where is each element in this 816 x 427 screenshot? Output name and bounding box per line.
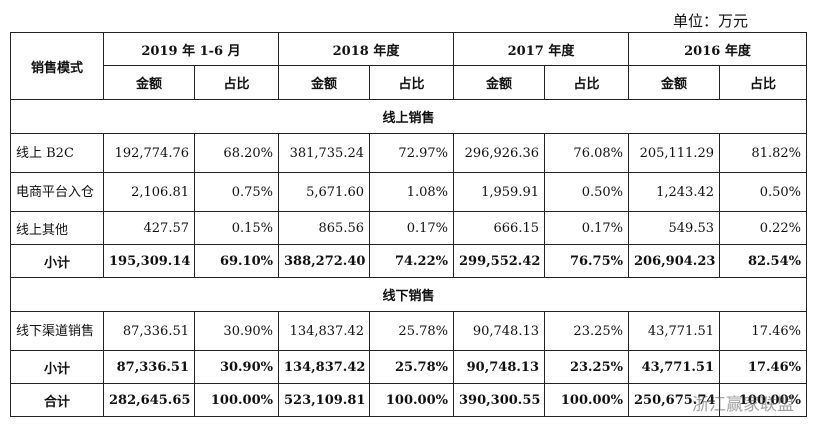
row-label: 电商平台入仓 xyxy=(10,172,104,212)
ratio-cell: 72.97% xyxy=(369,133,454,173)
total-amount: 282,645.65 xyxy=(103,383,195,417)
amount-cell: 192,774.76 xyxy=(103,133,195,173)
ratio-cell: 23.25% xyxy=(544,311,629,351)
section-title: 线上销售 xyxy=(10,99,807,134)
header-ratio: 占比 xyxy=(544,65,629,100)
ratio-cell: 68.20% xyxy=(194,133,279,173)
subtotal-amount: 299,552.42 xyxy=(453,244,545,278)
header-period-2016: 2016 年度 xyxy=(628,32,807,66)
amount-cell: 427.57 xyxy=(103,211,195,245)
header-period-2019h1: 2019 年 1-6 月 xyxy=(103,32,279,66)
unit-label: 单位：万元 xyxy=(672,12,748,30)
amount-cell: 381,735.24 xyxy=(278,133,370,173)
header-ratio: 占比 xyxy=(369,65,454,100)
watermark-text: 浙江赢家联盟 xyxy=(692,395,794,415)
header-amount: 金额 xyxy=(103,65,195,100)
subtotal-ratio: 74.22% xyxy=(369,244,454,278)
total-label: 合计 xyxy=(10,383,104,417)
ratio-cell: 17.46% xyxy=(719,311,807,351)
table-row: 线上其他 427.57 0.15% 865.56 0.17% 666.15 0.17% 549… xyxy=(10,211,807,245)
header-period-2018: 2018 年度 xyxy=(278,32,454,66)
total-amount: 390,300.55 xyxy=(453,383,545,417)
total-ratio: 100.00% xyxy=(544,383,629,417)
table-row: 线下渠道销售 87,336.51 30.90% 134,837.42 25.78% 90,… xyxy=(10,311,807,351)
subtotal-amount: 206,904.23 xyxy=(628,244,720,278)
table-row: 电商平台入仓 2,106.81 0.75% 5,671.60 1.08% 1,959.91… xyxy=(10,172,807,212)
total-amount: 250,675.74 xyxy=(628,383,720,417)
header-ratio: 占比 xyxy=(194,65,279,100)
ratio-cell: 0.75% xyxy=(194,172,279,212)
header-mode: 销售模式 xyxy=(10,32,104,100)
section-header-row: 线上销售 xyxy=(10,99,807,134)
subtotal-amount: 90,748.13 xyxy=(453,350,545,384)
amount-cell: 296,926.36 xyxy=(453,133,545,173)
amount-cell: 87,336.51 xyxy=(103,311,195,351)
table-row: 线上 B2C 192,774.76 68.20% 381,735.24 72.97% 29… xyxy=(10,133,807,173)
subtotal-ratio: 25.78% xyxy=(369,350,454,384)
ratio-cell: 30.90% xyxy=(194,311,279,351)
amount-cell: 43,771.51 xyxy=(628,311,720,351)
total-amount: 523,109.81 xyxy=(278,383,370,417)
ratio-cell: 0.22% xyxy=(719,211,807,245)
amount-cell: 134,837.42 xyxy=(278,311,370,351)
header-ratio: 占比 xyxy=(719,65,807,100)
amount-cell: 5,671.60 xyxy=(278,172,370,212)
ratio-cell: 76.08% xyxy=(544,133,629,173)
subtotal-amount: 134,837.42 xyxy=(278,350,370,384)
ratio-cell: 0.17% xyxy=(544,211,629,245)
subtotal-label: 小计 xyxy=(10,350,104,384)
amount-cell: 90,748.13 xyxy=(453,311,545,351)
subtotal-label: 小计 xyxy=(10,244,104,278)
subtotal-ratio: 82.54% xyxy=(719,244,807,278)
header-amount: 金额 xyxy=(453,65,545,100)
total-ratio: 100.00% xyxy=(369,383,454,417)
total-ratio: 100.00% xyxy=(194,383,279,417)
subtotal-ratio: 23.25% xyxy=(544,350,629,384)
ratio-cell: 0.50% xyxy=(719,172,807,212)
subtotal-row: 小计 195,309.14 69.10% 388,272.40 74.22% 299,55… xyxy=(10,244,807,278)
amount-cell: 865.56 xyxy=(278,211,370,245)
section-header-row: 线下销售 xyxy=(10,277,807,312)
amount-cell: 1,243.42 xyxy=(628,172,720,212)
total-ratio: 100.00% xyxy=(719,383,807,417)
row-label: 线上其他 xyxy=(10,211,104,245)
subtotal-ratio: 76.75% xyxy=(544,244,629,278)
row-label: 线下渠道销售 xyxy=(10,311,104,351)
amount-cell: 205,111.29 xyxy=(628,133,720,173)
ratio-cell: 0.50% xyxy=(544,172,629,212)
row-label: 线上 B2C xyxy=(10,133,104,173)
subtotal-ratio: 69.10% xyxy=(194,244,279,278)
subtotal-amount: 388,272.40 xyxy=(278,244,370,278)
ratio-cell: 1.08% xyxy=(369,172,454,212)
subtotal-amount: 87,336.51 xyxy=(103,350,195,384)
ratio-cell: 0.15% xyxy=(194,211,279,245)
amount-cell: 1,959.91 xyxy=(453,172,545,212)
ratio-cell: 25.78% xyxy=(369,311,454,351)
header-amount: 金额 xyxy=(628,65,720,100)
subtotal-ratio: 30.90% xyxy=(194,350,279,384)
ratio-cell: 81.82% xyxy=(719,133,807,173)
header-amount: 金额 xyxy=(278,65,370,100)
subtotal-ratio: 17.46% xyxy=(719,350,807,384)
section-title: 线下销售 xyxy=(10,277,807,312)
ratio-cell: 0.17% xyxy=(369,211,454,245)
total-row: 合计 282,645.65 100.00% 523,109.81 100.00% 390,… xyxy=(10,383,807,417)
sales-table: 销售模式 2019 年 1-6 月 2018 年度 2017 年度 2016 年… xyxy=(10,32,807,417)
subtotal-row: 小计 87,336.51 30.90% 134,837.42 25.78% 90,748.… xyxy=(10,350,807,384)
amount-cell: 666.15 xyxy=(453,211,545,245)
amount-cell: 2,106.81 xyxy=(103,172,195,212)
header-period-2017: 2017 年度 xyxy=(453,32,629,66)
amount-cell: 549.53 xyxy=(628,211,720,245)
subtotal-amount: 195,309.14 xyxy=(103,244,195,278)
subtotal-amount: 43,771.51 xyxy=(628,350,720,384)
